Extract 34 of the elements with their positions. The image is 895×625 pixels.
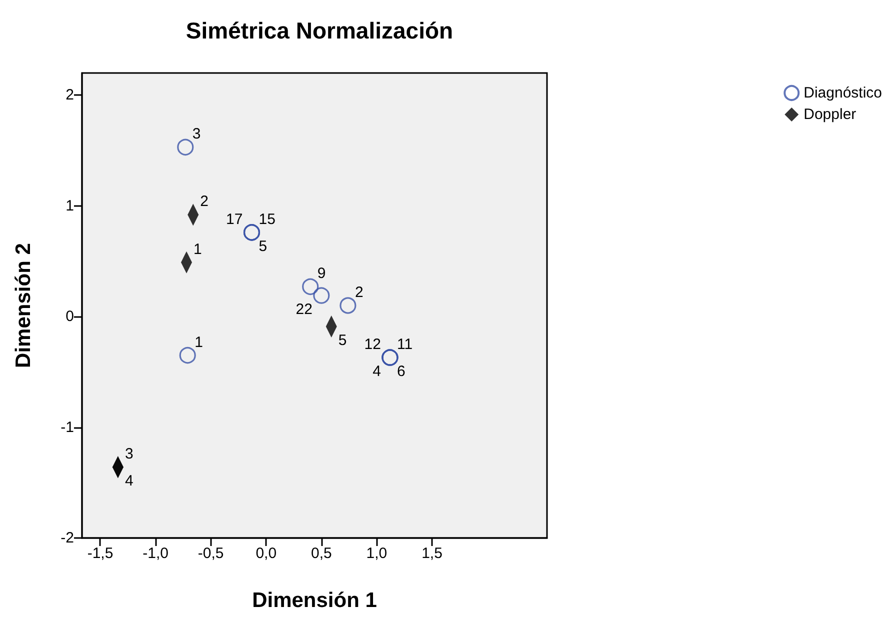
annotation: 1 <box>194 240 202 258</box>
x-tick-label: 1,0 <box>366 545 388 562</box>
x-tick-label: 0,0 <box>256 545 277 562</box>
annotation: 11 <box>396 336 413 354</box>
y-tick-label: 2 <box>66 86 74 104</box>
annotation: 12 <box>364 336 381 354</box>
x-tick-label: 0,5 <box>310 545 332 562</box>
x-tick-label: -1,0 <box>142 545 168 562</box>
y-tick-label: 1 <box>66 197 74 214</box>
y-axis-title: Dimensión 2 <box>12 243 35 368</box>
annotation: 15 <box>258 210 276 228</box>
x-tick-label: -0,5 <box>198 545 224 562</box>
annotation: 2 <box>200 193 208 210</box>
annotation: 22 <box>296 301 312 318</box>
annotation: 6 <box>396 363 406 380</box>
annotation: 5 <box>258 238 268 255</box>
annotation: 2 <box>354 284 364 301</box>
x-tick-label: 1,5 <box>422 545 442 562</box>
y-tick-label: -1 <box>60 418 74 436</box>
x-tick-label: -1,5 <box>87 545 114 562</box>
annotation: 3 <box>192 126 201 143</box>
annotation: 3 <box>124 446 134 463</box>
annotation: 4 <box>124 472 134 490</box>
legend-label: Doppler <box>804 106 856 123</box>
legend-label: Diagnóstico <box>804 84 882 102</box>
y-tick-label: 0 <box>66 308 74 326</box>
annotation: 4 <box>372 363 381 380</box>
chart-title: Simétrica Normalización <box>186 18 454 44</box>
annotation: 1 <box>194 334 203 351</box>
annotation: 17 <box>226 210 243 228</box>
y-tick-label: -2 <box>60 530 74 546</box>
annotation: 9 <box>317 265 326 282</box>
annotation: 5 <box>338 332 347 350</box>
x-axis-title: Dimensión 1 <box>252 589 378 612</box>
